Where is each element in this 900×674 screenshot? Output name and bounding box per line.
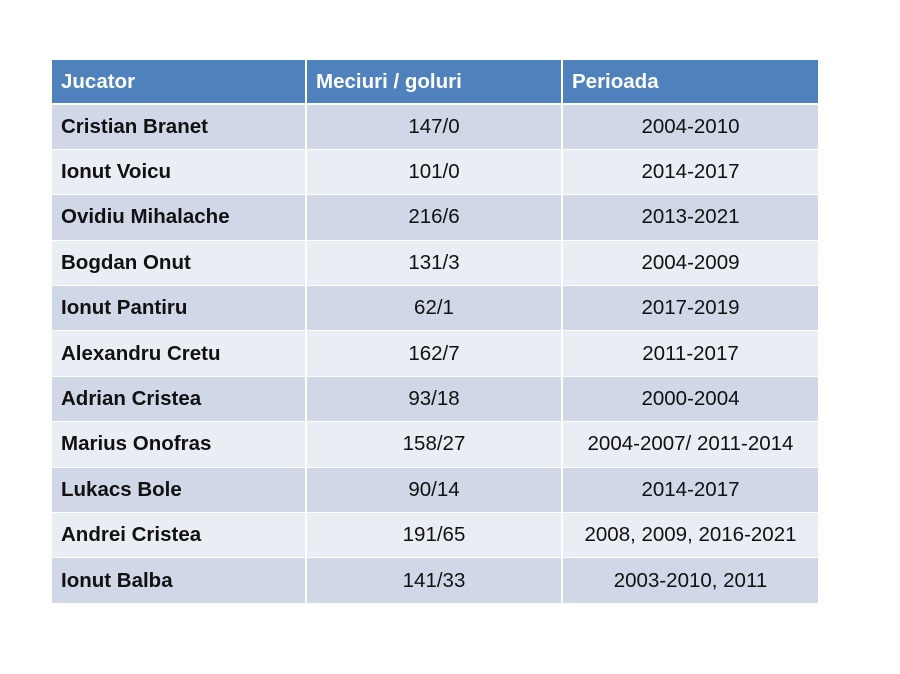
player-name: Marius Onofras [52, 421, 307, 468]
player-period: 2003-2010, 2011 [562, 557, 818, 604]
player-period: 2004-2007/ 2011-2014 [562, 421, 818, 468]
player-stats: 93/18 [306, 376, 563, 423]
header-jucator: Jucator [52, 60, 307, 105]
player-stats: 90/14 [306, 467, 563, 514]
player-stats: 131/3 [306, 240, 563, 287]
player-stats: 158/27 [306, 421, 563, 468]
player-name: Cristian Branet [52, 104, 307, 150]
player-period: 2004-2010 [562, 104, 818, 150]
player-period: 2011-2017 [562, 330, 818, 377]
table-row: Ionut Pantiru 62/1 2017-2019 [52, 285, 818, 332]
table-row: Ionut Voicu 101/0 2014-2017 [52, 149, 818, 196]
table-row: Cristian Branet 147/0 2004-2010 [52, 104, 818, 150]
player-stats: 62/1 [306, 285, 563, 332]
player-name: Ionut Pantiru [52, 285, 307, 332]
table-row: Lukacs Bole 90/14 2014-2017 [52, 467, 818, 514]
player-stats: 216/6 [306, 194, 563, 241]
player-stats: 162/7 [306, 330, 563, 377]
player-name: Ionut Voicu [52, 149, 307, 196]
table-header-row: Jucator Meciuri / goluri Perioada [52, 60, 818, 105]
player-name: Lukacs Bole [52, 467, 307, 514]
player-period: 2014-2017 [562, 467, 818, 514]
player-name: Ovidiu Mihalache [52, 194, 307, 241]
player-stats: 191/65 [306, 512, 563, 559]
table-row: Ovidiu Mihalache 216/6 2013-2021 [52, 194, 818, 241]
player-period: 2000-2004 [562, 376, 818, 423]
player-name: Bogdan Onut [52, 240, 307, 287]
player-period: 2004-2009 [562, 240, 818, 287]
player-stats: 101/0 [306, 149, 563, 196]
player-name: Andrei Cristea [52, 512, 307, 559]
player-period: 2014-2017 [562, 149, 818, 196]
player-name: Alexandru Cretu [52, 330, 307, 377]
table-row: Ionut Balba 141/33 2003-2010, 2011 [52, 557, 818, 604]
player-stats: 147/0 [306, 104, 563, 150]
table-row: Marius Onofras 158/27 2004-2007/ 2011-20… [52, 421, 818, 468]
player-name: Adrian Cristea [52, 376, 307, 423]
player-period: 2013-2021 [562, 194, 818, 241]
table-row: Alexandru Cretu 162/7 2011-2017 [52, 330, 818, 377]
players-table: Jucator Meciuri / goluri Perioada Cristi… [52, 60, 818, 604]
table-row: Adrian Cristea 93/18 2000-2004 [52, 376, 818, 423]
player-period: 2017-2019 [562, 285, 818, 332]
table-row: Andrei Cristea 191/65 2008, 2009, 2016-2… [52, 512, 818, 559]
header-perioada: Perioada [562, 60, 818, 105]
player-period: 2008, 2009, 2016-2021 [562, 512, 818, 559]
header-meciuri-goluri: Meciuri / goluri [306, 60, 563, 105]
player-stats: 141/33 [306, 557, 563, 604]
player-name: Ionut Balba [52, 557, 307, 604]
table-row: Bogdan Onut 131/3 2004-2009 [52, 240, 818, 287]
